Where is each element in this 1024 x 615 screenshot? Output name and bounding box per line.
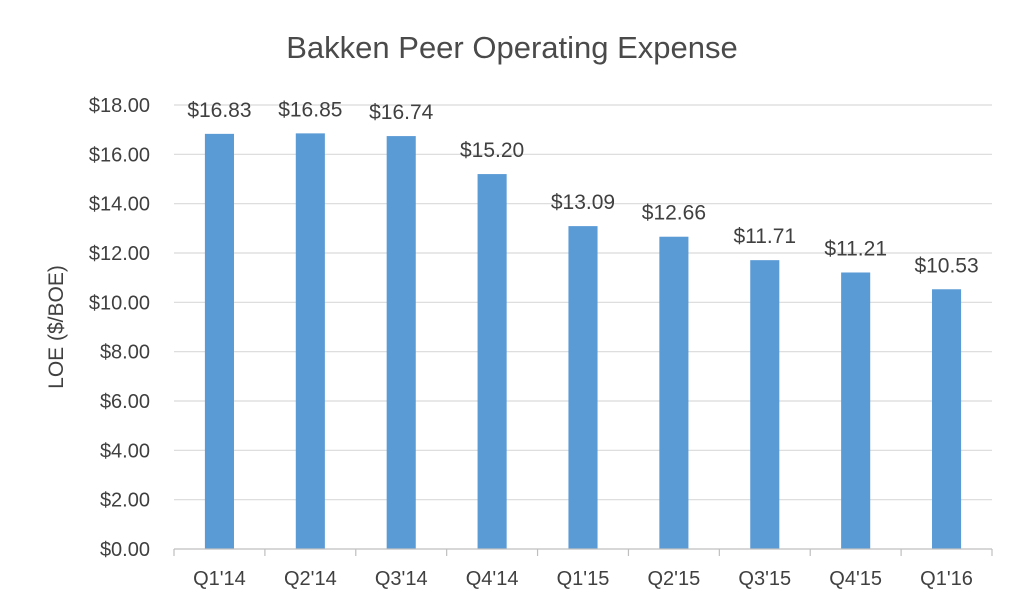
data-label: $11.71 (733, 225, 796, 248)
x-tick-label: Q3'15 (738, 568, 791, 590)
bar (659, 236, 689, 549)
y-tick-label: $4.00 (100, 440, 150, 462)
x-tick-label: Q1'15 (557, 568, 610, 590)
x-tick-label: Q1'16 (920, 568, 973, 590)
y-tick-label: $16.00 (89, 144, 150, 166)
bar (932, 289, 962, 549)
data-label: $12.66 (642, 202, 706, 225)
data-labels: $16.83 $16.85 $16.74 $15.20 $13.09 $12.66 $11.… (187, 98, 978, 277)
y-axis-title: LOE ($/BOE) (45, 265, 68, 389)
x-tick-label: Q4'14 (466, 568, 519, 590)
data-label: $16.83 (187, 99, 251, 122)
data-label: $16.74 (369, 101, 434, 124)
data-label: $10.53 (914, 254, 978, 277)
data-label: $13.09 (551, 191, 615, 214)
x-tick-label: Q3'14 (375, 568, 428, 590)
y-axis-tick-labels: $0.00 $2.00 $4.00 $6.00 $8.00 $10.00 $12.00 $14… (89, 95, 150, 561)
data-label: $11.21 (824, 237, 887, 260)
x-tick-label: Q1'14 (193, 568, 246, 590)
bar (841, 272, 871, 549)
bar (386, 136, 416, 549)
bar (477, 174, 507, 550)
bar (750, 260, 780, 549)
data-label: $15.20 (460, 139, 524, 162)
bar (568, 226, 598, 549)
y-tick-label: $8.00 (100, 342, 150, 364)
chart-title: Bakken Peer Operating Expense (286, 30, 738, 65)
bar (204, 133, 234, 550)
x-tick-label: Q2'14 (284, 568, 337, 590)
bars (204, 133, 962, 550)
y-tick-label: $0.00 (100, 539, 150, 561)
bar (295, 133, 325, 549)
y-tick-label: $6.00 (100, 391, 150, 413)
y-tick-label: $12.00 (89, 243, 150, 265)
y-tick-label: $18.00 (89, 95, 150, 117)
y-tick-label: $2.00 (100, 490, 150, 512)
data-label: $16.85 (278, 98, 342, 121)
x-tick-label: Q4'15 (829, 568, 882, 590)
x-axis-tick-labels: Q1'14 Q2'14 Q3'14 Q4'14 Q1'15 Q2'15 Q3'15 Q4'15… (173, 549, 993, 590)
y-tick-label: $14.00 (89, 194, 150, 216)
y-tick-label: $10.00 (89, 292, 150, 314)
x-tick-label: Q2'15 (648, 568, 701, 590)
